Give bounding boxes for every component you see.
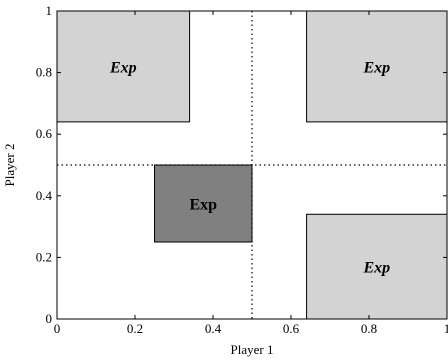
region-3 [154, 164, 253, 243]
x-tick-label: 0.2 [127, 321, 143, 336]
region-label-3: Exp [189, 197, 217, 214]
ticks: 0 0.2 0.4 0.6 0.8 1 0 0.2 0.4 0.6 0.8 1 [36, 3, 448, 336]
regions-layer [56, 10, 448, 320]
axes-frame [56, 10, 448, 320]
x-tick-label: 0.6 [283, 321, 300, 336]
y-tick-label: 0.6 [36, 126, 53, 141]
x-axis-label: Player 1 [231, 342, 274, 357]
x-tick-label: 0.8 [361, 321, 377, 336]
reference-lines [57, 11, 447, 319]
x-tick-label: 1 [444, 321, 448, 336]
y-tick-label: 1 [46, 3, 53, 18]
y-tick-label: 0 [46, 311, 53, 326]
x-tick-label: 0 [54, 321, 61, 336]
region-2 [306, 213, 448, 320]
region-label-2: Exp [362, 260, 390, 277]
region-label-0: Exp [109, 59, 137, 76]
region-label-1: Exp [362, 59, 390, 76]
y-tick-label: 0.4 [36, 188, 53, 203]
y-tick-label: 0.2 [36, 249, 52, 264]
region-0 [56, 10, 191, 123]
x-tick-label: 0.4 [205, 321, 222, 336]
region-labels: Exp Exp Exp Exp [109, 59, 390, 276]
region-1 [306, 10, 448, 123]
y-axis-label: Player 2 [2, 144, 17, 187]
y-tick-label: 0.8 [36, 65, 52, 80]
